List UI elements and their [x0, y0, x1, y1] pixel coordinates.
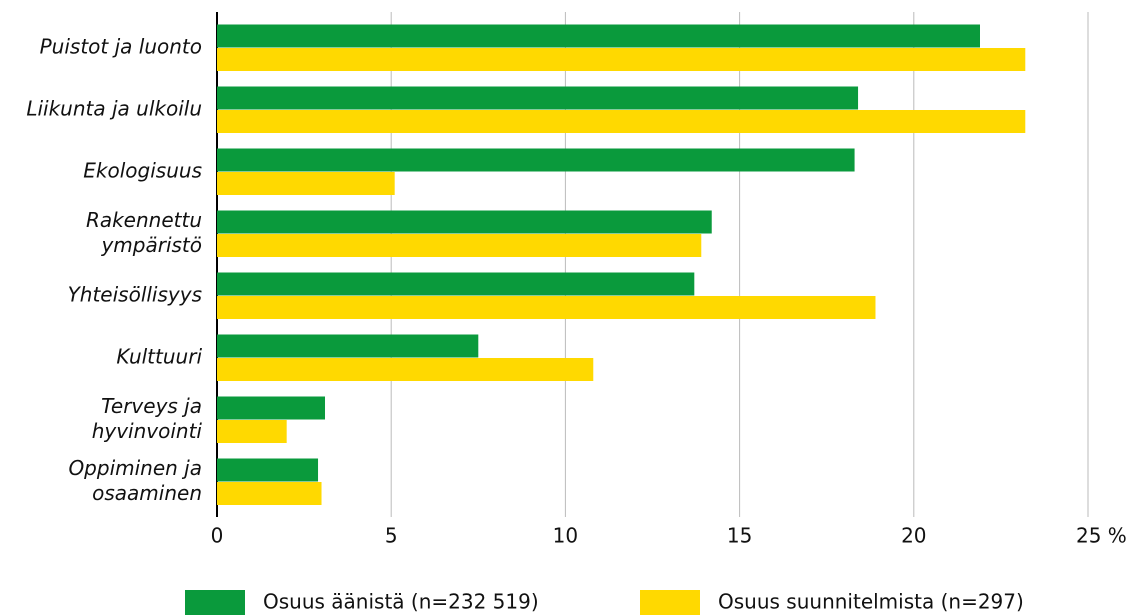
y-tick-label: Ekologisuus [83, 158, 202, 183]
x-tick-label: 5 [385, 524, 398, 548]
y-tick-label: Oppiminen ja osaaminen [68, 456, 202, 505]
bar [217, 148, 855, 172]
bar [217, 24, 980, 48]
legend-label: Osuus suunnitelmista (n=297) [718, 590, 1024, 614]
bar [217, 110, 1026, 133]
bar [217, 334, 479, 358]
x-tick-label: 10 [553, 524, 578, 548]
y-tick-label: Puistot ja luonto [39, 34, 202, 59]
bar [217, 272, 695, 296]
bar [217, 234, 702, 257]
bar [217, 420, 287, 443]
bar [217, 86, 859, 110]
y-tick-label: Kulttuuri [116, 344, 202, 369]
x-tick-label: 15 [727, 524, 752, 548]
legend-label: Osuus äänistä (n=232 519) [263, 590, 539, 614]
bar [217, 210, 712, 234]
y-tick-label: Terveys ja hyvinvointi [91, 394, 202, 443]
y-tick-label: Liikunta ja ulkoilu [26, 96, 202, 121]
legend-swatch [640, 590, 700, 615]
bar [217, 396, 326, 420]
bar [217, 48, 1026, 71]
x-tick-label: 0 [211, 524, 224, 548]
bar [217, 172, 395, 195]
y-tick-label: Rakennettu ympäristö [85, 208, 202, 257]
x-tick-label: 25 % [1076, 524, 1127, 548]
x-tick-label: 20 [901, 524, 926, 548]
bar [217, 458, 319, 482]
y-tick-label: Yhteisöllisyys [67, 282, 202, 307]
bar [217, 296, 876, 319]
bar [217, 358, 594, 381]
legend-swatch [185, 590, 245, 615]
bar [217, 482, 322, 505]
